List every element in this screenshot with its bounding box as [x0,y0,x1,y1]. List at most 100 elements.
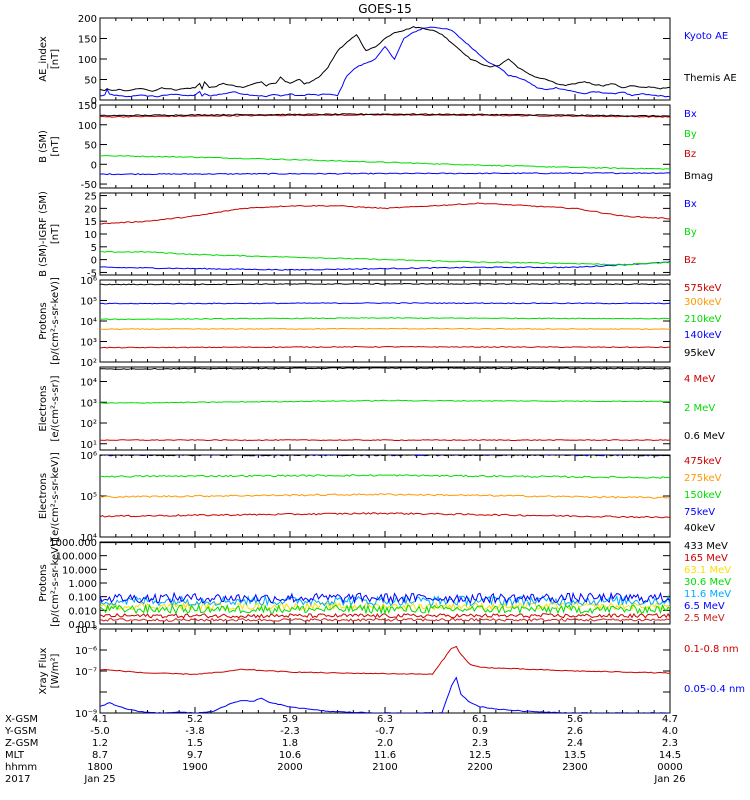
legend-entry: Bz [684,255,696,266]
y-axis-unit: [nT] [50,224,61,244]
table-row-label: 2017 [5,774,30,785]
panel-1: 0 50 100 150 200 AE_index [nT] Kyoto AE Themis A… [38,14,737,107]
table-row-label: X-GSM [5,714,38,725]
panel-frame [99,279,671,363]
table-cell: 2.6 [567,726,583,737]
series-line-300kev [100,327,670,331]
table-cell: 1.5 [187,738,203,749]
series-line-by [100,155,670,170]
y-tick-label: 10⁻⁹ [75,709,97,720]
panel-frame [99,192,671,276]
panel-4: 10² 10³ 10⁴ 10⁵ 10⁶ Protons [p/(cm²-s-sr-keV)]… [38,276,722,369]
y-axis-unit: [p/(cm²-s-sr-keV)] [50,539,61,627]
y-tick-label: 10³ [80,398,97,409]
series-line-2-5-mev [100,617,670,622]
legend-entry: 2.5 MeV [684,613,725,624]
legend-entry: 165 MeV [684,553,728,564]
y-axis-label: Protons [38,302,49,339]
y-tick-label: 0 [91,96,97,107]
panel-frame [99,17,671,101]
legend-entry: Bmag [684,171,713,182]
y-tick-label: 10⁵ [80,297,97,308]
series-line-themis-ae [100,26,670,92]
y-tick-label: 50 [84,76,97,87]
table-cell: 1800 [87,762,112,773]
table-cell: 12.5 [469,750,491,761]
series-line-0-1-0-8-nm [100,645,670,676]
panel-5: 10¹ 10² 10³ 10⁴ Electrons [e/(cm²-s-sr)] 4 MeV… [38,366,725,451]
y-tick-label: 0 [91,160,97,171]
table-cell: 0000 [657,762,682,773]
legend-entry: 275keV [684,473,722,484]
legend-entry: 475keV [684,456,722,467]
table-cell: 2.3 [472,738,488,749]
legend-entry: 150keV [684,490,722,501]
y-tick-label: 10¹ [80,440,97,451]
series-line-11-6-mev [100,594,670,608]
y-axis-unit: [p/(cm²-s-sr-keV)] [50,277,61,365]
legend-entry: 11.6 MeV [684,589,731,600]
legend-entry: By [684,227,697,238]
y-tick-label: 0.100 [68,593,97,604]
y-axis-unit: [nT] [50,136,61,156]
series-line-bx [100,172,670,176]
y-tick-label: 5 [91,243,97,254]
y-tick-label: 100 [78,121,97,132]
legend-entry: 433 MeV [684,541,728,552]
legend-entry: 40keV [684,523,715,534]
table-cell: 2.3 [662,738,678,749]
legend-entry: 63.1 MeV [684,565,731,576]
series-line-kyoto-ae [100,26,670,98]
orbit-table: X-GSM 4.1 5.2 5.9 6.3 6.1 5.6 4.7 Y-GSM -5.0 -3.8 -… [4,714,686,785]
legend-entry: Bz [684,149,696,160]
panel-7: 0.001 0.010 0.100 1.000 10.000 100.000 1000.00… [38,538,731,631]
y-tick-label: 1000.000 [49,538,97,549]
y-axis-unit: [e/(cm²-s-sr-keV)] [50,452,61,540]
y-axis-unit: [e/(cm²-s-sr)] [50,375,61,441]
table-cell: 2300 [562,762,587,773]
y-tick-label: 0 [91,256,97,267]
y-tick-label: 10⁻⁷ [75,667,97,678]
y-axis-label: Protons [38,564,49,601]
table-cell: 4.7 [662,714,678,725]
series-line-275kev [100,493,670,499]
series-line-40kev [100,455,670,457]
y-tick-label: 10² [80,358,97,369]
series-line-by [100,250,670,266]
y-tick-label: 15 [84,217,97,228]
table-cell: 2200 [467,762,492,773]
y-tick-label: -50 [81,180,97,191]
y-tick-label: 10⁴ [80,533,97,544]
y-tick-label: -5 [87,268,97,279]
table-cell: 10.6 [279,750,301,761]
series-line-140kev [100,302,670,305]
table-cell: 2100 [372,762,397,773]
series-line-bx [100,261,670,271]
legend-entry: Kyoto AE [684,31,728,42]
y-axis-label: AE_index [38,36,49,82]
y-tick-label: 20 [84,204,97,215]
series-line-0-6-mev [100,367,670,370]
table-cell: 2000 [277,762,302,773]
panel-frame [99,104,671,189]
y-axis-unit: [W/m²] [50,653,61,688]
table-cell: 5.6 [567,714,583,725]
series-line-2-mev [100,399,670,404]
table-cell: 5.9 [282,714,298,725]
y-tick-label: 150 [78,101,97,112]
panel-frame [99,366,671,451]
y-tick-label: 10 [84,230,97,241]
table-row-label: hhmm [5,762,37,773]
y-tick-label: 0.010 [68,606,97,617]
y-tick-label: 10³ [80,338,97,349]
legend-entry: Themis AE [683,73,737,84]
series-line-95kev [100,282,670,286]
y-axis-label: B (SM)-IGRF (SM) [38,191,49,277]
y-axis-label: B (SM) [38,130,49,163]
series-line-bmag [100,113,670,117]
table-cell: 13.5 [564,750,586,761]
legend-entry: 30.6 MeV [684,577,731,588]
